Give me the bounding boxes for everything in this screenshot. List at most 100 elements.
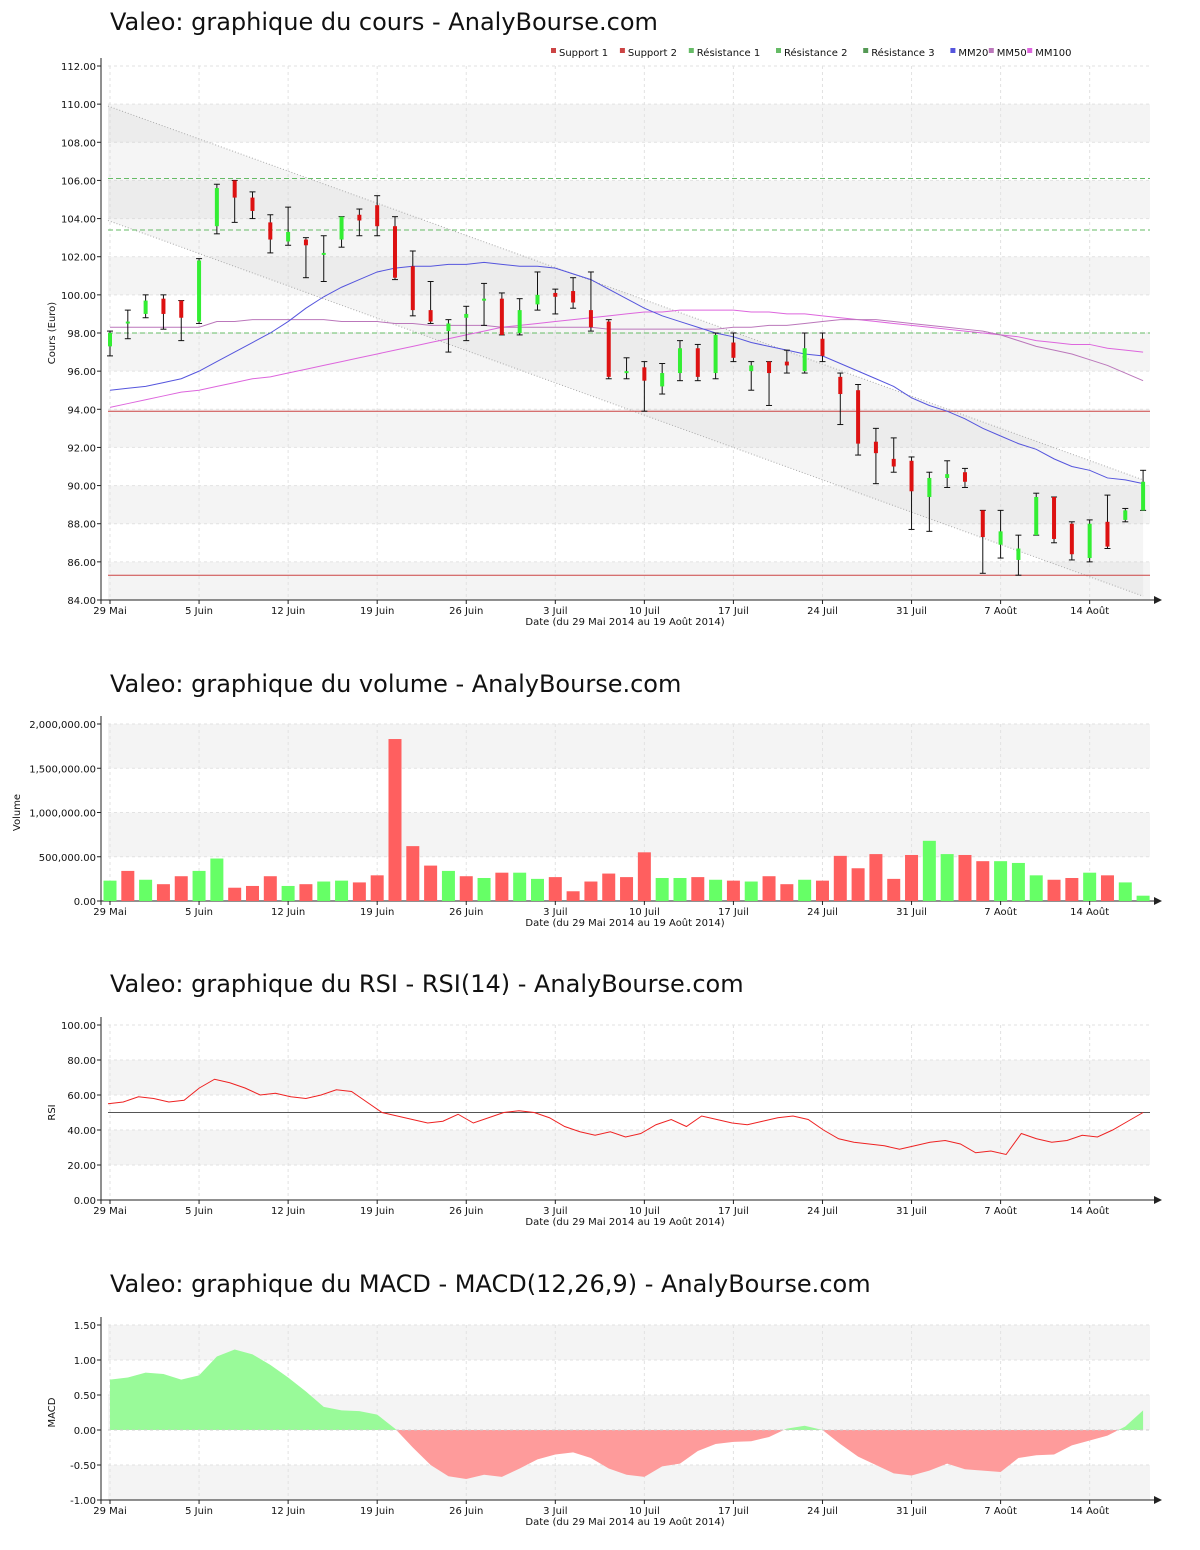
rsi-chart-title: Valeo: graphique du RSI - RSI(14) - Anal… <box>110 970 744 998</box>
grid-band <box>108 180 1150 219</box>
grid-band <box>108 724 1150 769</box>
candle <box>766 361 773 406</box>
volume-bar <box>299 884 313 901</box>
x-tick-label: 10 Juil <box>629 907 660 918</box>
candle <box>979 509 986 574</box>
y-tick-label: 20.00 <box>67 1161 96 1172</box>
y-tick-label: 96.00 <box>67 367 96 378</box>
volume-bar <box>156 884 170 901</box>
x-axis-label: Date (du 29 Mai 2014 au 19 Août 2014) <box>525 616 724 628</box>
candle-body <box>1034 497 1039 536</box>
volume-bar <box>1029 875 1043 901</box>
volume-bar <box>1065 877 1079 901</box>
candle <box>1122 507 1129 523</box>
x-tick-label: 31 Juil <box>896 907 927 918</box>
candle-body <box>624 371 629 374</box>
x-axis-label: Date (du 29 Mai 2014 au 19 Août 2014) <box>525 917 724 929</box>
candle <box>1051 496 1058 544</box>
candle <box>552 288 559 315</box>
candle <box>320 235 327 283</box>
volume-bar <box>1118 882 1132 901</box>
x-tick-label: 26 Juin <box>449 606 483 617</box>
candle <box>427 281 434 324</box>
volume-bar <box>833 855 847 901</box>
mm50-line <box>110 319 1144 382</box>
volume-bar <box>424 865 438 901</box>
x-axis-arrow <box>1154 1496 1162 1504</box>
legend-label: Support 1 <box>559 48 608 59</box>
candle-body <box>446 323 451 332</box>
candle <box>730 332 737 363</box>
candle-body <box>749 365 754 372</box>
candle-body <box>962 472 967 482</box>
candle-body <box>677 348 682 374</box>
candle-body <box>410 266 415 311</box>
y-tick-label: 86.00 <box>67 558 96 569</box>
volume-bar <box>691 877 705 901</box>
candle <box>712 332 719 380</box>
candle <box>374 195 381 237</box>
volume-bar <box>477 877 491 901</box>
candle-body <box>179 300 184 318</box>
y-tick-label: 1.00 <box>74 1356 96 1367</box>
volume-bar <box>780 884 794 901</box>
x-tick-label: 29 Mai <box>93 907 126 918</box>
y-tick-label: 106.00 <box>61 176 96 187</box>
volume-bar <box>1100 875 1114 901</box>
candle <box>961 467 968 488</box>
candle <box>819 332 826 363</box>
volume-bar <box>637 852 651 901</box>
y-tick-label: 1.50 <box>74 1321 96 1332</box>
candle <box>338 216 345 248</box>
volume-bar <box>441 870 455 901</box>
y-tick-label: 94.00 <box>67 405 96 416</box>
y-tick-label: 108.00 <box>61 138 96 149</box>
candle-body <box>482 298 487 301</box>
volume-bar <box>1083 872 1097 901</box>
candle-body <box>571 291 576 303</box>
volume-bar <box>922 840 936 901</box>
candle-body <box>660 373 665 387</box>
x-tick-label: 12 Juin <box>271 907 305 918</box>
candle <box>587 271 594 332</box>
volume-bar <box>851 868 865 901</box>
grid-band <box>108 561 1150 600</box>
candle <box>178 300 185 342</box>
x-axis-label: Date (du 29 Mai 2014 au 19 Août 2014) <box>525 1216 724 1228</box>
volume-bar <box>192 870 206 901</box>
x-tick-label: 26 Juin <box>449 907 483 918</box>
candle-body <box>375 205 380 227</box>
candle <box>801 332 808 374</box>
candle <box>498 292 505 336</box>
macd-area-positive <box>110 1349 397 1430</box>
legend-label: MM20 <box>958 48 988 59</box>
candle-body <box>767 361 772 374</box>
volume-bar <box>103 880 117 901</box>
grid-band <box>108 409 1150 448</box>
candle-body <box>856 390 861 444</box>
y-tick-label: 102.00 <box>61 253 96 264</box>
candle <box>481 282 488 326</box>
candle <box>623 357 630 380</box>
macd-chart: -1.00 -0.50 0.00 0.50 1.00 1.50 29 Mai 5 Juin 12… <box>47 1317 1162 1528</box>
volume-bar <box>762 876 776 901</box>
y-tick-label: 2,000,000.00 <box>29 720 96 731</box>
legend-swatch <box>619 48 625 53</box>
legend-label: Résistance 1 <box>697 47 760 59</box>
y-tick-label: 90.00 <box>67 482 96 493</box>
candle-body <box>499 298 504 335</box>
volume-bar <box>228 887 242 901</box>
candle-body <box>873 441 878 454</box>
volume-bar <box>513 872 527 901</box>
candle-body <box>713 334 718 374</box>
candle-body <box>838 376 843 395</box>
volume-bar <box>530 878 544 901</box>
y-tick-label: 104.00 <box>61 215 96 226</box>
legend-label: Résistance 2 <box>784 47 847 59</box>
candle <box>285 206 292 246</box>
candle-body <box>909 460 914 492</box>
legend-label: MM100 <box>1035 48 1071 59</box>
candle <box>249 191 256 220</box>
x-tick-label: 19 Juin <box>360 907 394 918</box>
volume-chart: 0.00 500,000.00 1,000,000.00 1,500,000.00 2,… <box>12 716 1162 929</box>
